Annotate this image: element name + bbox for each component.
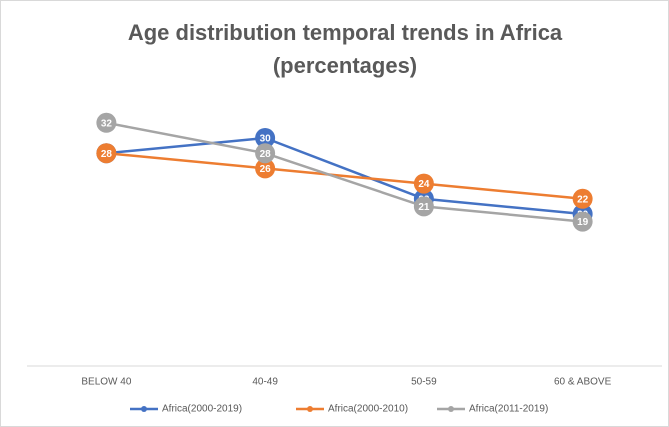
legend-marker [307,406,313,412]
series-line [106,136,583,216]
data-point [255,143,276,164]
legend-label: Africa(2000-2019) [162,404,242,415]
legend-label: Africa(2000-2010) [328,404,408,415]
legend-label: Africa(2011-2019) [469,404,548,415]
data-label: 32 [101,118,113,129]
data-label: 21 [418,202,430,213]
data-label: 24 [418,179,430,190]
data-point [572,188,593,209]
data-label: 28 [260,149,272,160]
data-label: 28 [101,149,113,160]
chart-title: Age distribution temporal trends in Afri… [127,20,563,78]
data-point [413,173,434,194]
x-tick-label: 60 & ABOVE [554,377,612,388]
x-tick-label: 50-59 [411,377,437,388]
data-point [413,196,434,217]
data-label: 19 [577,217,589,228]
series-line [106,151,583,201]
x-tick-label: 40-49 [252,377,278,388]
data-point [96,143,117,164]
series-line [106,121,583,223]
data-label: 30 [260,134,272,145]
legend-marker [448,406,454,412]
data-point [255,128,276,148]
data-point [572,211,593,232]
data-point [96,112,117,133]
data-label: 22 [577,194,589,205]
x-tick-label: BELOW 40 [81,377,131,388]
data-point [255,158,276,179]
data-label: 26 [260,164,272,175]
legend-marker [141,406,147,412]
